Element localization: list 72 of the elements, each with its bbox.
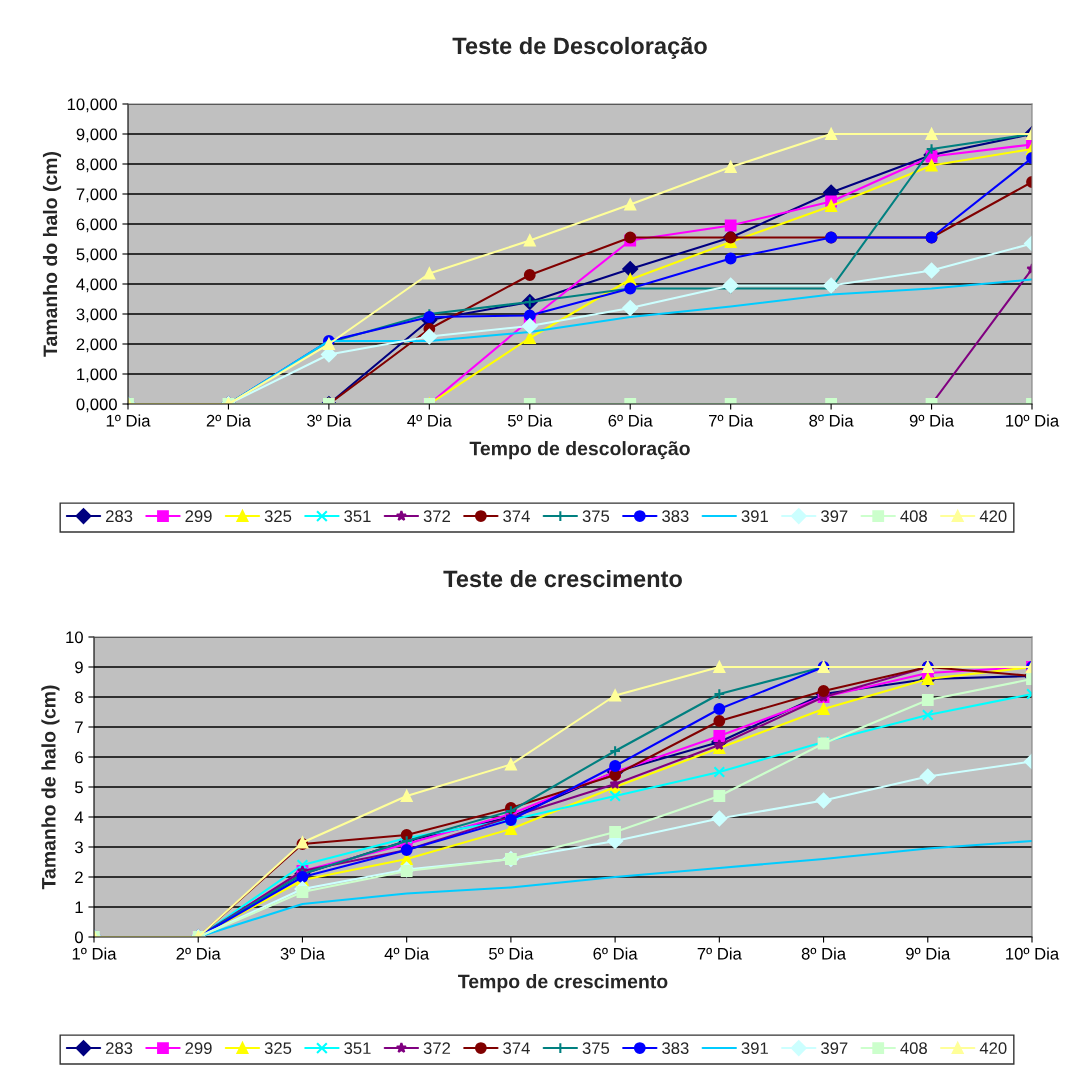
chart-title: Teste de crescimento — [443, 569, 682, 588]
legend-label: 391 — [741, 510, 768, 523]
y-tick-label: 4 — [74, 811, 84, 824]
x-tick-label: 4º Dia — [384, 947, 430, 960]
y-tick-label: 8 — [75, 691, 83, 704]
legend-label: 372 — [423, 1042, 451, 1055]
y-tick-label: 1 — [75, 901, 83, 914]
x-tick-label: 8º Dia — [809, 414, 854, 427]
legend-label: 397 — [821, 1042, 848, 1055]
y-tick-label: 2,000 — [76, 338, 117, 353]
legend-label: 397 — [821, 510, 848, 523]
legend-label: 299 — [185, 1042, 212, 1055]
y-tick-label: 3,000 — [76, 308, 117, 323]
legend-label: 372 — [423, 510, 451, 523]
legend-label: 383 — [662, 510, 689, 523]
y-tick-label: 10 — [66, 631, 83, 644]
y-tick-label: 4,000 — [76, 278, 117, 293]
legend-label: 299 — [185, 510, 212, 523]
x-tick-label: 2º Dia — [176, 947, 221, 960]
legend-label: 283 — [106, 1042, 133, 1055]
x-tick-label: 7º Dia — [697, 947, 742, 960]
x-axis-title: Tempo de crescimento — [458, 974, 668, 993]
y-tick-label: 7,000 — [76, 188, 117, 203]
x-tick-label: 9º Dia — [906, 947, 951, 960]
x-tick-label: 10º Dia — [1006, 414, 1060, 427]
x-tick-label: 3º Dia — [307, 414, 352, 427]
y-axis-title: Tamanho do halo (cm) — [42, 151, 62, 357]
x-axis-title: Tempo de descoloração — [469, 441, 690, 460]
y-tick-label: 5,000 — [76, 248, 117, 263]
x-tick-label: 5º Dia — [489, 947, 534, 960]
legend-label: 351 — [344, 1042, 371, 1055]
legend-label: 325 — [264, 510, 292, 523]
x-tick-label: 8º Dia — [801, 947, 847, 960]
x-tick-label: 7º Dia — [709, 414, 754, 427]
legend-label: 374 — [503, 1042, 530, 1055]
chart-title: Teste de Descoloração — [452, 36, 707, 59]
legend-label: 375 — [582, 1042, 610, 1055]
legend-label: 408 — [900, 510, 927, 523]
y-tick-label: 9 — [75, 661, 83, 674]
y-tick-label: 1,000 — [77, 368, 117, 383]
x-tick-label: 3º Dia — [280, 947, 325, 960]
x-tick-label: 4º Dia — [407, 414, 452, 427]
legend-label: 420 — [979, 510, 1007, 523]
y-tick-label: 5 — [74, 781, 83, 794]
y-tick-label: 9,000 — [76, 128, 117, 143]
x-tick-label: 10º Dia — [1006, 947, 1060, 960]
x-tick-label: 5º Dia — [507, 414, 553, 427]
legend-label: 408 — [900, 1042, 927, 1055]
legend-label: 325 — [264, 1042, 292, 1055]
x-tick-label: 9º Dia — [909, 414, 955, 427]
legend-label: 391 — [741, 1042, 768, 1055]
x-tick-label: 6º Dia — [593, 947, 638, 960]
legend-label: 283 — [106, 510, 133, 523]
y-tick-label: 2 — [75, 871, 83, 884]
legend-label: 375 — [582, 510, 610, 523]
y-tick-label: 6,000 — [76, 218, 117, 233]
legend-label: 383 — [662, 1042, 689, 1055]
y-tick-label: 7 — [75, 721, 83, 734]
x-tick-label: 6º Dia — [608, 414, 653, 427]
legend-label: 351 — [344, 510, 371, 523]
y-tick-label: 6 — [75, 751, 83, 764]
legend-label: 420 — [979, 1042, 1007, 1055]
x-tick-label: 1º Dia — [106, 414, 151, 427]
y-tick-label: 10,000 — [67, 98, 117, 113]
x-tick-label: 1º Dia — [72, 947, 117, 960]
y-tick-label: 8,000 — [76, 158, 117, 173]
legend-label: 374 — [503, 510, 530, 523]
y-axis-title: Tamanho de halo (cm) — [41, 685, 60, 890]
y-tick-label: 0,000 — [76, 398, 117, 413]
x-tick-label: 2º Dia — [206, 414, 251, 427]
y-tick-label: 3 — [74, 841, 83, 854]
y-tick-label: 0 — [74, 931, 83, 944]
